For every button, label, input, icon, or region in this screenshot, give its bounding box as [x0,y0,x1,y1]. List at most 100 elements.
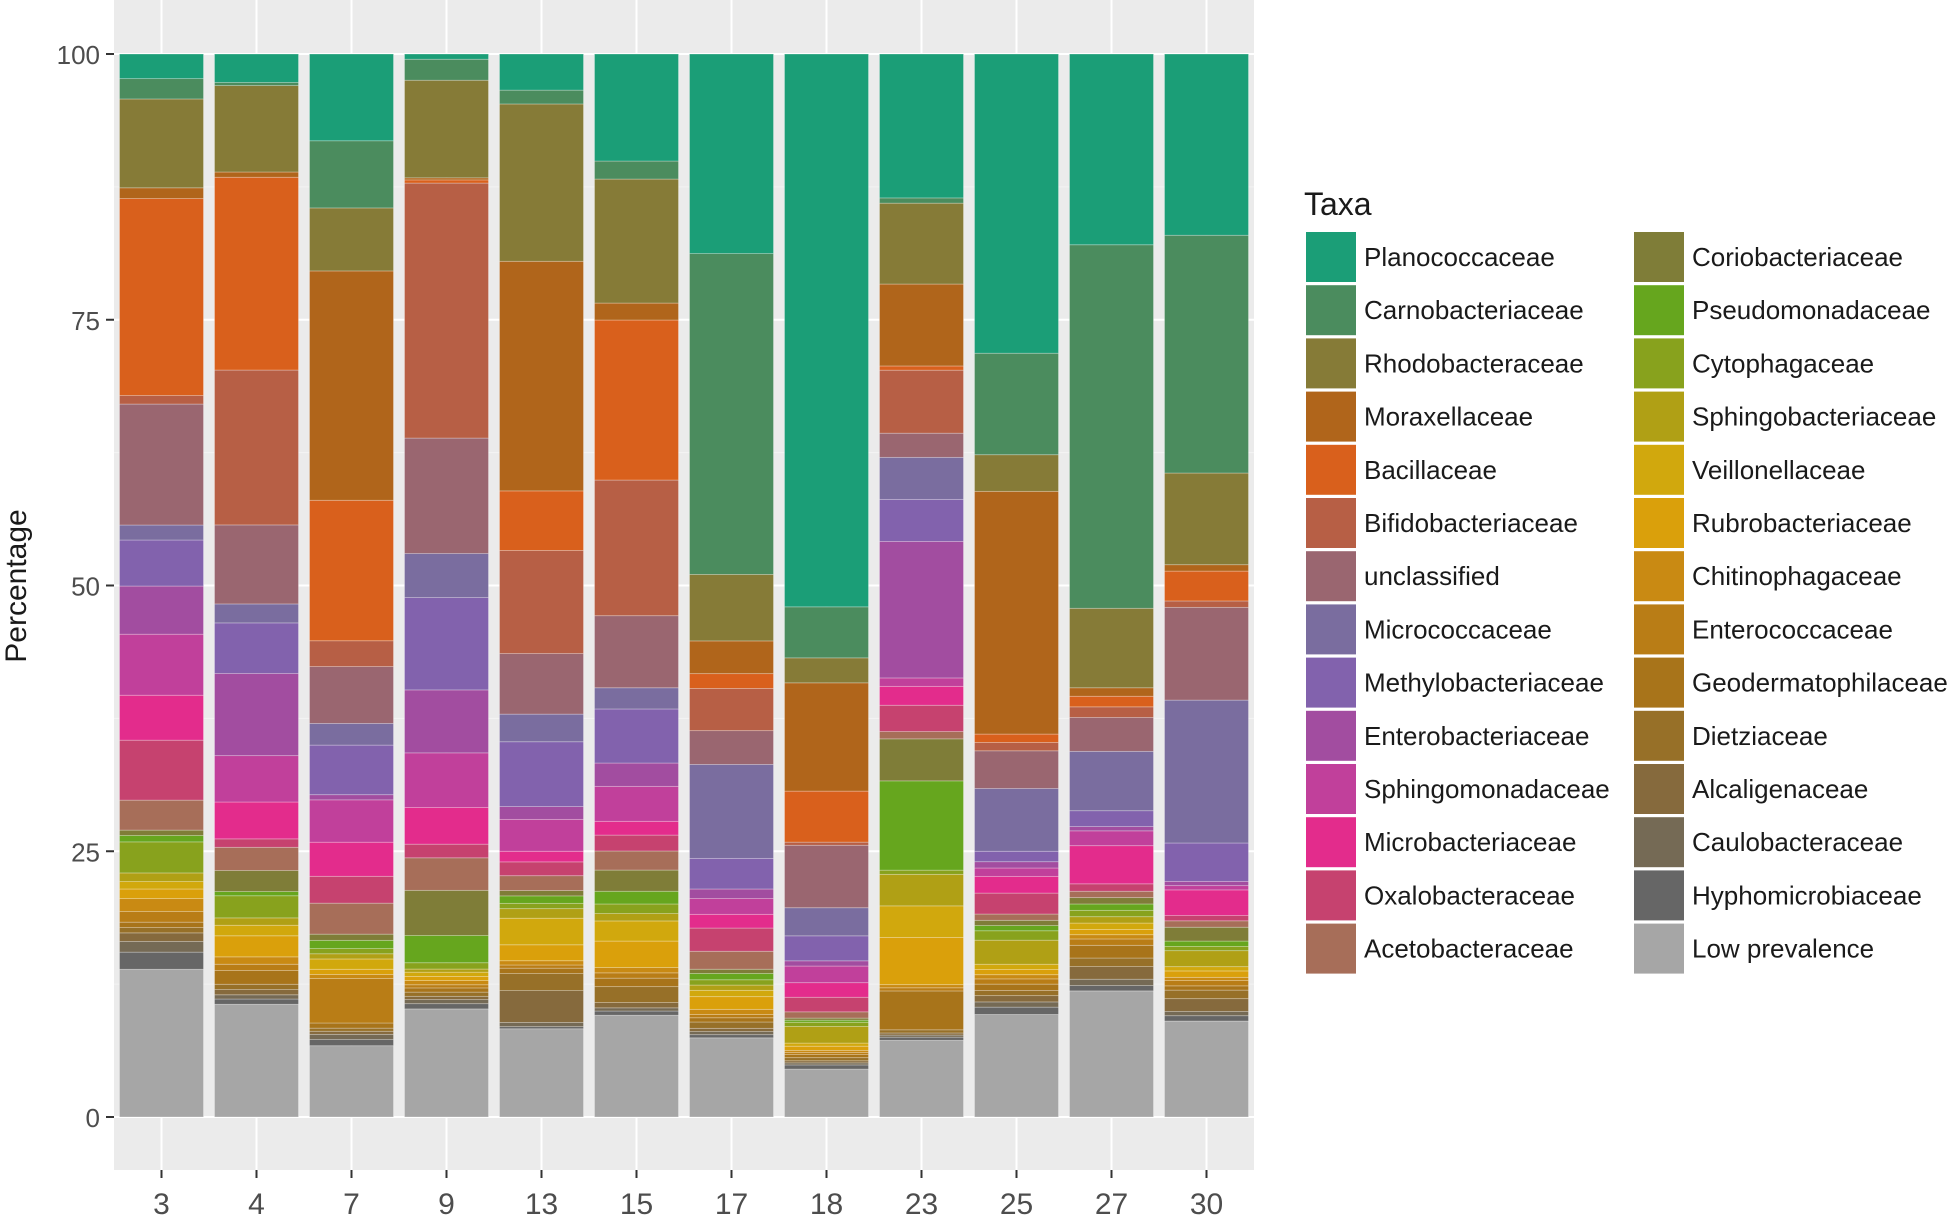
bar-segment: Enterobacteriaceae — 4 [214,673,299,757]
legend-item: Microbacteriaceae [1306,817,1576,868]
bar-segment: Coriobacteriaceae — 30 [1164,926,1249,942]
bar-segment: Moraxellaceae — 30 [1164,564,1249,572]
bar-segment: Dietziaceae — 7 [309,1027,394,1032]
bar-segment: Alcaligenaceae — 7 [309,1030,394,1035]
bar-segment: Veillonellaceae — 17 [689,989,774,998]
bar-segment: Enterococcaceae — 15 [594,972,679,979]
legend-label: Oxalobacteraceae [1364,880,1575,910]
bar-segment: Geodermatophilaceae — 15 [594,977,679,988]
bar-segment: Oxalobacteraceae — 7 [309,875,394,904]
bar-segment: Bifidobacteriaceae — 30 [1164,600,1249,608]
bar-segment: Caulobacteraceae — 30 [1164,1011,1249,1017]
bar-segment: Dietziaceae — 13 [499,973,584,991]
bar-segment: Veillonellaceae — 18 [784,1042,869,1047]
bar-segment: Microbacteriaceae — 17 [689,913,774,929]
bar-segment: Sphingobacteriaceae — 15 [594,913,679,922]
bar-segment: Carnobacteriaceae — 7 [309,140,394,209]
bar-segment: Enterobacteriaceae — 27 [1069,826,1154,832]
bar-segment: Acetobacteraceae — 13 [499,875,584,891]
bar-segment: Bifidobacteriaceae — 15 [594,479,679,617]
bar-segment: Oxalobacteraceae — 13 [499,861,584,877]
legend-label: Pseudomonadaceae [1692,295,1931,325]
bar-segment: Micrococcaceae — 23 [879,456,964,500]
bar-segment: Rhodobacteraceae — 23 [879,202,964,285]
legend-label: Rubrobacteriaceae [1692,508,1912,538]
bar-segment: Bacillaceae — 13 [499,490,584,551]
x-tick-label: 13 [525,1188,558,1220]
bar-segment: Low prevalence — 7 [309,1045,394,1118]
bar-segment: Microbacteriaceae — 3 [119,694,204,741]
legend-swatch [1306,338,1356,389]
legend-item: Methylobacteriaceae [1306,657,1604,708]
bar-segment: Methylobacteriaceae — 18 [784,935,869,962]
legend-swatch [1306,923,1356,974]
legend-label: Planococcaceae [1364,242,1555,272]
bar-segment: Dietziaceae — 3 [119,927,204,934]
bar-segment: Veillonellaceae — 23 [879,905,964,938]
bar-segment: Bifidobacteriaceae — 3 [119,395,204,405]
bar-segment: Rubrobacteriaceae — 9 [404,975,489,981]
legend-label: Enterococcaceae [1692,614,1893,644]
y-axis: 0 25 50 75 100 [57,40,114,1133]
bar-segment: Enterococcaceae — 25 [974,978,1059,985]
bar-segment: Coriobacteriaceae — 4 [214,870,299,892]
bar-segment: Rubrobacteriaceae — 30 [1164,970,1249,978]
bar-segment: Methylobacteriaceae — 25 [974,850,1059,863]
legend-swatch [1634,391,1684,442]
x-tick-label: 25 [1000,1188,1033,1220]
bar-segment: Planococcaceae — 13 [499,53,584,91]
legend-swatch [1306,551,1356,602]
bar-segment: Sphingomonadaceae — 9 [404,752,489,808]
bar-segment: Carnobacteriaceae — 3 [119,78,204,100]
legend-swatch [1634,710,1684,761]
bar-segment: Low prevalence — 27 [1069,990,1154,1118]
bar-segment: Planococcaceae — 7 [309,53,394,142]
x-tick-label: 3 [153,1188,170,1220]
x-tick-label: 17 [715,1188,748,1220]
bar-segment: Rhodobacteraceae — 7 [309,207,394,272]
bar-segment: unclassified — 3 [119,403,204,526]
bar-segment: Alcaligenaceae — 30 [1164,998,1249,1012]
bar-segment: Bacillaceae — 18 [784,790,869,843]
bar-segment: Bacillaceae — 27 [1069,695,1154,708]
bar-segment: Microbacteriaceae — 9 [404,807,489,845]
bar-segment: Rhodobacteraceae — 30 [1164,472,1249,566]
bar-segment: Hyphomicrobiaceae — 7 [309,1039,394,1047]
bar-segment: Enterobacteriaceae — 18 [784,960,869,967]
bar-segment: Enterococcaceae — 7 [309,978,394,1024]
bar-segment: Acetobacteraceae — 17 [689,950,774,970]
bar-segment: Acetobacteraceae — 7 [309,902,394,935]
legend-item: Bacillaceae [1306,444,1497,495]
bar-segment: Moraxellaceae — 17 [689,640,774,675]
bar-segment: Carnobacteriaceae — 17 [689,253,774,575]
legend-item: Sphingomonadaceae [1306,764,1610,814]
legend-item: Low prevalence [1634,923,1874,974]
bar-segment: Caulobacteraceae — 7 [309,1033,394,1040]
bar-segment: Sphingobacteriaceae — 9 [404,968,489,973]
bar-segment: Caulobacteraceae — 17 [689,1031,774,1036]
bar-segment: Rubrobacteriaceae — 13 [499,944,584,962]
bar-segment: Acetobacteraceae — 30 [1164,920,1249,928]
legend-label: Cytophagaceae [1692,348,1874,378]
bar-segment: Sphingobacteriaceae — 18 [784,1026,869,1044]
bar-segment: Coriobacteriaceae — 9 [404,889,489,936]
bar-segment: Cytophagaceae — 23 [879,869,964,875]
bar-segment: Bifidobacteriaceae — 18 [784,841,869,846]
legend-swatch [1306,870,1356,921]
bar-segment: Bacillaceae — 9 [404,179,489,184]
legend-swatch [1306,391,1356,442]
x-tick-label: 4 [248,1188,265,1220]
legend-label: Carnobacteriaceae [1364,295,1584,325]
legend-label: Veillonellaceae [1692,455,1865,485]
bar-segment: Chitinophagaceae — 13 [499,960,584,966]
bar-segment: Oxalobacteraceae — 17 [689,927,774,952]
bar-segment: Enterobacteriaceae — 30 [1164,880,1249,887]
x-tick-label: 9 [438,1188,455,1220]
bar-segment: Microbacteriaceae — 23 [879,685,964,706]
bar-segment: Enterococcaceae — 13 [499,964,584,969]
x-tick-label: 18 [810,1188,843,1220]
bar-segment: Planococcaceae — 15 [594,53,679,162]
bar-segment: Sphingomonadaceae — 4 [214,755,299,803]
bar-segment: Low prevalence — 3 [119,968,204,1118]
bar-segment: Caulobacteraceae — 9 [404,999,489,1005]
